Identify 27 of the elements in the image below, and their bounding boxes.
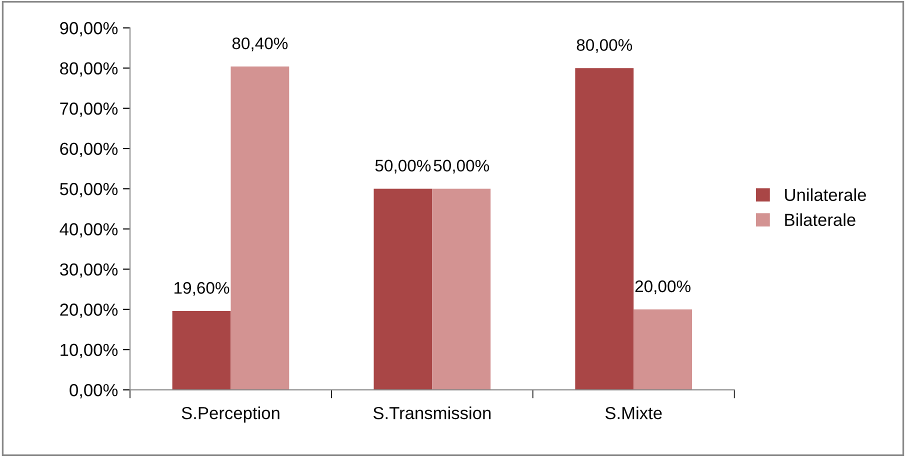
- y-tick-label: 50,00%: [60, 182, 118, 198]
- y-tick-label: 20,00%: [60, 304, 118, 318]
- data-label: 50,00%: [434, 160, 490, 174]
- bar: [575, 68, 634, 390]
- bar: [432, 188, 491, 390]
- x-tick-label: S.Transmission: [373, 406, 491, 420]
- data-label: 20,00%: [635, 280, 690, 294]
- x-tick-label: S.Perception: [182, 406, 280, 423]
- bar: [634, 309, 692, 390]
- legend-label: Bilaterale: [785, 213, 856, 226]
- y-tick-label: 70,00%: [60, 102, 118, 117]
- y-tick-label: 30,00%: [60, 263, 118, 278]
- bar: [172, 311, 231, 390]
- legend-label: Unilaterale: [785, 188, 866, 202]
- bar: [374, 188, 432, 390]
- data-label: 19,60%: [174, 282, 230, 296]
- y-tick-label: 60,00%: [60, 142, 118, 158]
- data-label: 80,40%: [232, 38, 288, 52]
- y-tick-label: 40,00%: [60, 223, 118, 238]
- data-label: 80,00%: [576, 39, 632, 53]
- y-tick-label: 10,00%: [60, 344, 118, 358]
- y-tick-label: 0,00%: [70, 384, 118, 398]
- data-label: 50,00%: [375, 160, 431, 174]
- y-tick-label: 80,00%: [60, 62, 118, 77]
- bar: [230, 66, 290, 390]
- y-tick-label: 90,00%: [60, 22, 118, 36]
- x-tick-label: S.Mixte: [605, 406, 662, 420]
